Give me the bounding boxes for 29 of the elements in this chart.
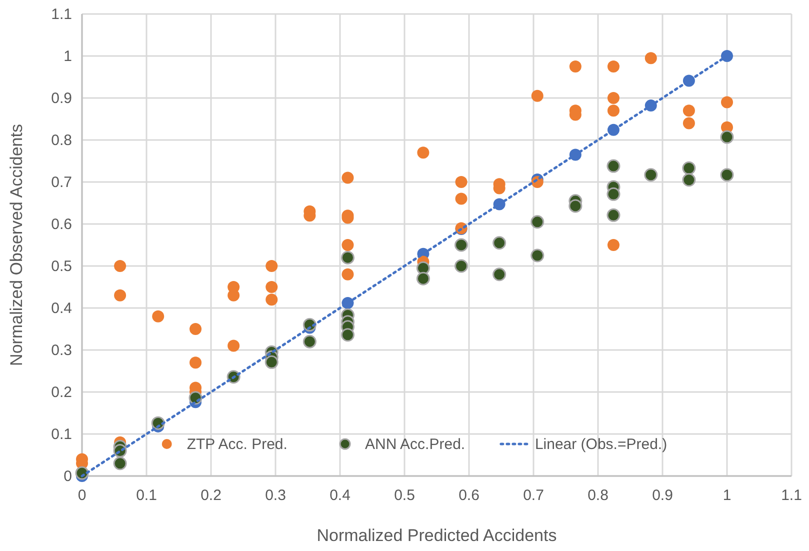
y-tick-label: 0.5: [51, 258, 72, 275]
x-tick-label: 0.1: [136, 487, 157, 504]
x-tick-label: 0.2: [200, 487, 222, 504]
legend-label: Linear (Obs.=Pred.): [534, 436, 668, 453]
x-tick-label: 0.4: [330, 487, 350, 504]
y-tick-label: 0.6: [51, 216, 72, 233]
y-tick-label: 0.2: [51, 384, 72, 401]
x-tick-label: 0.9: [652, 487, 673, 504]
x-tick-label: 0: [78, 487, 86, 504]
y-tick-label: 1: [64, 48, 72, 65]
y-tick-label: 0.7: [51, 174, 72, 191]
y-axis-title: Normalized Observed Accidents: [7, 124, 26, 366]
x-axis-title: Normalized Predicted Accidents: [316, 526, 557, 545]
y-tick-label: 1.1: [51, 6, 72, 23]
x-tick-label: 0.7: [523, 487, 544, 504]
x-tick-label: 0.8: [588, 487, 608, 504]
legend-label: ANN Acc.Pred.: [365, 436, 466, 453]
y-tick-label: 0.9: [51, 90, 72, 107]
y-tick-label: 0.4: [51, 300, 72, 317]
x-tick-label: 0.6: [458, 487, 480, 504]
y-tick-label: 0.8: [51, 132, 72, 149]
y-tick-label: 0.3: [51, 342, 72, 359]
x-tick-label: 0.3: [265, 487, 286, 504]
legend-label: ZTP Acc. Pred.: [186, 436, 288, 453]
x-tick-label: 0.5: [394, 487, 415, 504]
y-tick-label: 0: [64, 468, 72, 485]
y-tick-label: 0.1: [51, 426, 72, 443]
x-tick-label: 1: [722, 487, 732, 504]
x-tick-label: 1.1: [781, 487, 802, 504]
